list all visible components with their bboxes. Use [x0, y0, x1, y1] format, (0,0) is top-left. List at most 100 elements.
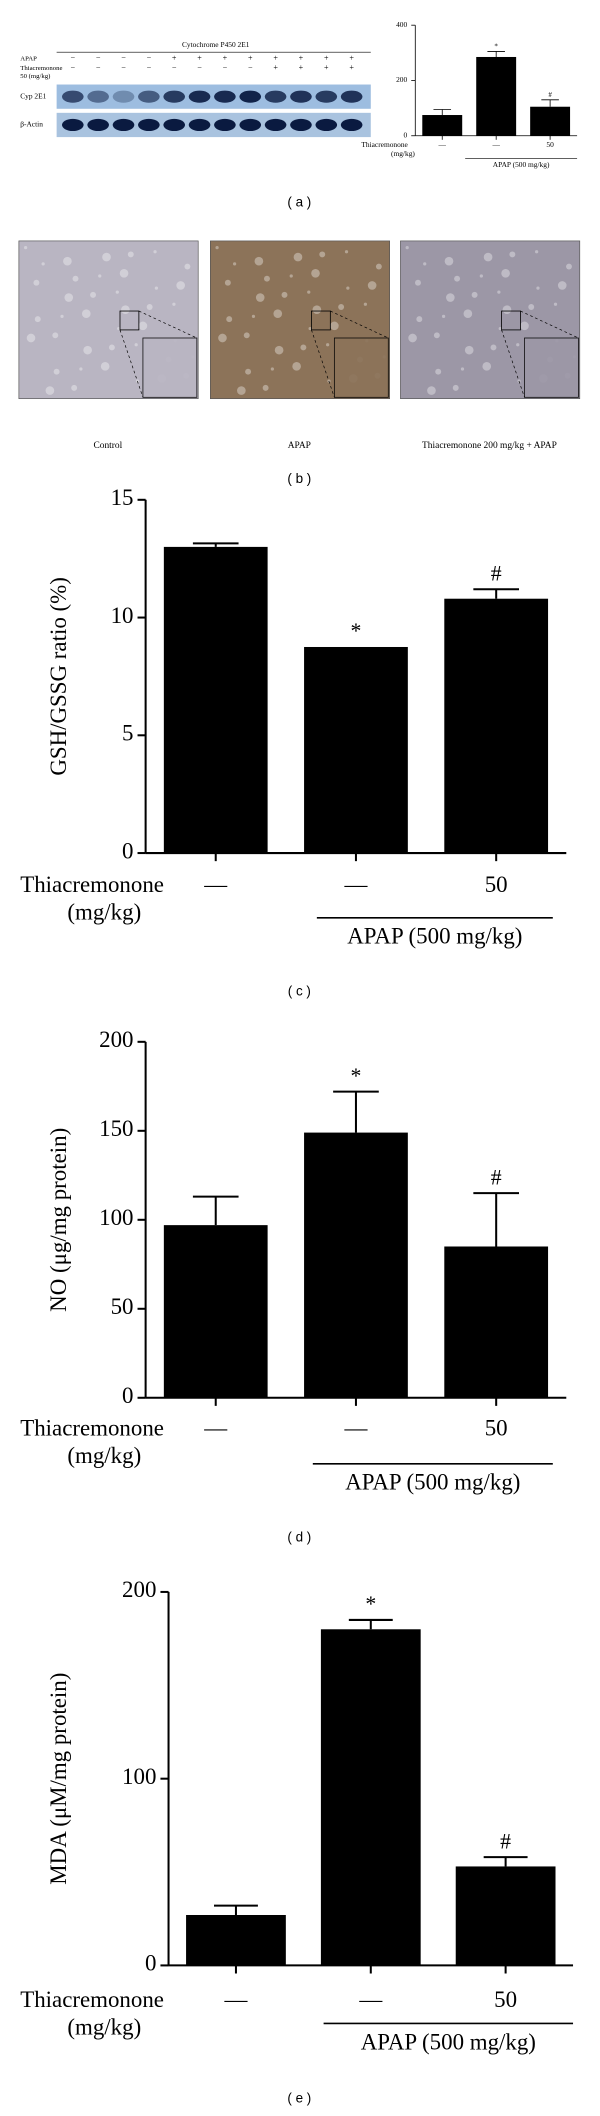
y-tick-label: 0 — [122, 838, 133, 863]
micrograph-texture — [535, 250, 539, 254]
row-label: Thiacremonone — [20, 1415, 164, 1440]
micrograph-texture — [134, 343, 138, 347]
significance-marker: * — [351, 1064, 362, 1088]
panel-label: ( d ) — [287, 1530, 311, 1545]
micrograph-texture — [224, 279, 231, 286]
blot-sign: − — [121, 63, 126, 72]
micrograph-texture — [446, 293, 455, 302]
micrograph-texture — [363, 302, 368, 306]
micrograph-texture — [557, 281, 567, 290]
blot-band-label: Cyp 2E1 — [20, 91, 46, 100]
micrograph-texture — [423, 262, 427, 266]
micrograph-texture — [255, 293, 265, 302]
significance-marker: * — [494, 43, 498, 51]
micrograph-texture — [41, 262, 45, 266]
micrograph-texture — [452, 384, 459, 391]
blot-sign: + — [299, 63, 304, 72]
y-axis-label: MDA (μM/mg protein) — [46, 1673, 71, 1885]
row-label: Thiacremonone — [20, 1987, 164, 2012]
y-tick-label: 100 — [99, 1205, 133, 1230]
blot-band — [214, 90, 236, 103]
micrograph-texture — [34, 316, 41, 323]
x-tick-label: — — [438, 140, 447, 149]
blot-band — [112, 118, 135, 132]
blot-band — [315, 90, 338, 103]
group-label: APAP (500 mg/kg) — [493, 160, 550, 169]
micrograph-texture — [23, 246, 28, 250]
micrograph-texture — [146, 304, 153, 310]
micrograph-texture — [281, 291, 288, 298]
inset — [524, 337, 579, 398]
micrograph-texture — [26, 333, 36, 343]
blot-band-label: β-Actin — [20, 120, 43, 129]
blot-sign: + — [172, 54, 177, 63]
group-label: APAP (500 mg/kg) — [347, 924, 522, 949]
row-label: Thiacremonone — [361, 140, 408, 149]
blot-sign: − — [197, 63, 202, 72]
bar — [422, 115, 463, 136]
micrograph-texture — [237, 386, 246, 395]
blot-sign: + — [273, 54, 278, 63]
micrograph-texture — [441, 314, 446, 319]
inset-guide — [311, 329, 335, 398]
micrograph-texture — [326, 343, 330, 347]
micrograph-texture — [71, 384, 78, 391]
blot-band — [163, 118, 185, 132]
micrograph-texture — [435, 368, 442, 375]
bar — [476, 56, 517, 136]
micrograph-texture — [218, 333, 227, 343]
micrograph-texture — [482, 361, 492, 371]
micrograph-texture — [479, 274, 483, 278]
micrograph-texture — [308, 326, 312, 331]
micrograph-texture — [226, 316, 233, 323]
micrograph-texture — [444, 256, 454, 266]
micrograph-texture — [176, 281, 185, 290]
bar — [455, 1866, 556, 1966]
x-tick-label: — — [224, 1987, 249, 2012]
inset — [142, 337, 198, 398]
blot-band — [239, 90, 262, 103]
y-tick-label: 200 — [396, 75, 407, 84]
bar — [530, 106, 571, 136]
blot-band — [188, 118, 211, 132]
blot-sign: + — [223, 54, 228, 63]
micrograph-texture — [300, 344, 307, 351]
micrograph-texture — [490, 344, 497, 351]
micrograph-texture — [274, 345, 284, 355]
row-label: (mg/kg) — [67, 2015, 141, 2040]
micrograph-texture — [232, 262, 237, 266]
blot-title: Cytochrome P450 2E1 — [182, 40, 250, 49]
micrograph-texture — [108, 344, 115, 351]
micrograph-texture — [471, 291, 478, 298]
x-tick-label: — — [358, 1987, 383, 2012]
micrograph-texture — [273, 309, 283, 319]
panel-label: ( a ) — [287, 195, 311, 210]
micrograph-texture — [416, 316, 423, 323]
x-tick-label: 50 — [485, 1415, 508, 1440]
micrograph-texture — [454, 275, 461, 282]
micrograph-texture — [184, 263, 191, 270]
blot-sign: − — [71, 54, 76, 63]
blot-sign: + — [349, 63, 354, 72]
panel-label: ( c ) — [288, 983, 311, 998]
blot-sign: + — [197, 54, 202, 63]
blot-band — [239, 118, 262, 132]
micrograph-texture — [536, 286, 540, 290]
blot-band — [214, 118, 236, 132]
micrograph-texture — [153, 250, 157, 254]
blot-sign: − — [121, 54, 126, 63]
micrograph-texture — [262, 384, 269, 391]
micrograph-caption: APAP — [288, 441, 311, 451]
micrograph-caption: Thiacremonone 200 mg/kg + APAP — [422, 441, 557, 451]
x-tick-label: — — [203, 1415, 228, 1440]
y-tick-label: 0 — [145, 1951, 156, 1976]
micrograph-texture — [98, 274, 102, 278]
bar — [444, 598, 549, 854]
bar — [163, 1225, 268, 1398]
micrograph-texture — [497, 290, 501, 294]
micrograph-texture — [460, 367, 465, 371]
micrograph-texture — [72, 275, 79, 282]
x-tick-label: — — [344, 1415, 369, 1440]
micrograph-texture — [338, 304, 345, 310]
